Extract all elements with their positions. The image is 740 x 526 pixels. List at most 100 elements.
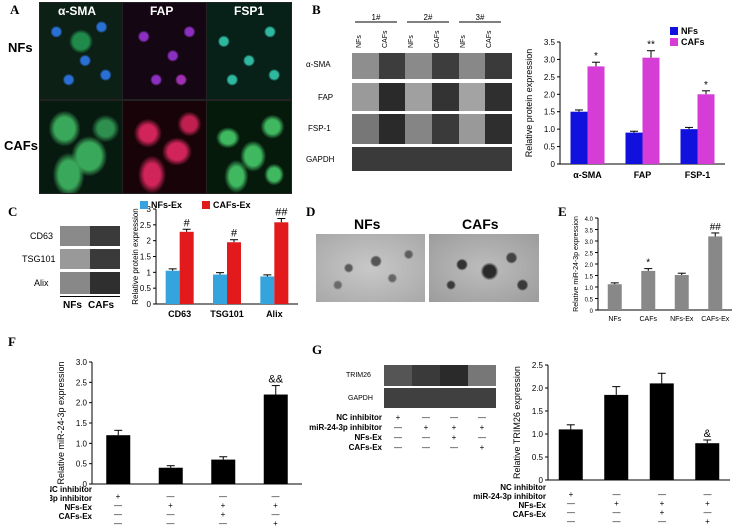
chart-b: 0 0.5 1.0 1.5 2.0 2.5 3.0 3.5 Relative protein e… [524, 26, 725, 180]
category-label: CAFs [640, 316, 658, 323]
condition-mark: — [567, 517, 575, 526]
blot-condition-label: NC inhibitor [336, 413, 382, 422]
category-label: α-SMA [573, 170, 602, 180]
y-tick-label: 2.0 [585, 263, 594, 269]
bar-value-3 [263, 394, 288, 484]
y-tick-label: 3.0 [585, 240, 594, 246]
y-axis-label: Relative protein expression [524, 49, 534, 158]
blot-g-gapdh [384, 388, 496, 408]
band-label-gapdh-g: GAPDH [348, 395, 373, 402]
condition-mark: — [567, 508, 575, 517]
significance-mark: ## [710, 222, 722, 233]
significance-mark: * [646, 258, 650, 269]
condition-mark: — [567, 499, 575, 508]
y-tick-label: 1.0 [544, 125, 556, 134]
y-tick-label: 2.0 [544, 90, 556, 99]
legend-swatch [670, 27, 678, 35]
y-axis-label: Relative miR-24-3p expression [56, 361, 66, 484]
significance-mark: ** [647, 40, 655, 51]
lane-label-b-2: NFs [408, 35, 415, 48]
bar-CAFs-Ex-0 [179, 231, 194, 304]
bar-NFs-1 [625, 132, 643, 164]
lane-label-b-4: NFs [460, 35, 467, 48]
band-label-gapdh: GAPDH [306, 155, 335, 164]
condition-mark: + [705, 517, 710, 526]
col-label-asma: α-SMA [58, 4, 97, 18]
group-3-label: 3# [476, 13, 485, 22]
blot-condition-mark: — [450, 413, 458, 422]
condition-mark: + [273, 519, 278, 526]
condition-mark: + [221, 510, 226, 519]
condition-label: miR-24-3p inhibitor [473, 492, 546, 501]
y-tick-label: 1.5 [76, 419, 88, 428]
lane-label-b-3: CAFs [434, 30, 441, 48]
bar-value-2 [649, 383, 674, 480]
micrograph-fsp1-nfs: FSP1 [206, 2, 292, 100]
significance-mark: # [231, 228, 238, 240]
y-tick-label: 2.5 [585, 252, 594, 258]
y-tick-label: 3 [147, 205, 152, 214]
y-tick-label: 2.5 [544, 73, 556, 82]
y-tick-label: 2.5 [76, 378, 88, 387]
band-label-fap: FAP [318, 93, 334, 102]
bar-CAFs-Ex-2 [274, 222, 289, 304]
chart-g: 0 0.5 1.0 1.5 2.0 2.5 Relative TRIM26 expressi… [473, 361, 730, 526]
blot-condition-mark: — [450, 443, 458, 452]
bar-NFs-Ex-2 [260, 276, 275, 304]
y-tick-label: 1.5 [140, 253, 152, 262]
blot-condition-mark: — [422, 443, 430, 452]
y-tick-label: 0 [551, 160, 556, 169]
band-label-trim26: TRIM26 [346, 372, 371, 379]
panel-a-row-cafs: CAFs [4, 138, 38, 153]
condition-mark: — [114, 501, 122, 510]
em-image-cafs [429, 234, 539, 302]
category-label: TSG101 [210, 309, 244, 319]
condition-mark: — [658, 490, 666, 499]
y-tick-label: 0 [539, 476, 544, 485]
y-tick-label: 0.5 [140, 284, 152, 293]
condition-label: NC inhibitor [500, 483, 546, 492]
bar-value-2 [674, 275, 689, 310]
legend-label: NFs [681, 26, 698, 36]
lane-label-c-nfs: NFs [63, 300, 82, 311]
condition-mark: + [116, 492, 121, 501]
y-tick-label: 2.5 [532, 361, 544, 370]
condition-mark: — [272, 510, 280, 519]
band-label-cd63: CD63 [30, 231, 54, 241]
panel-c-label: C [8, 204, 18, 219]
legend-label: NFs-Ex [151, 200, 182, 210]
band-label-asma: α-SMA [306, 60, 331, 69]
y-tick-label: 1.0 [585, 286, 594, 292]
significance-mark: && [268, 374, 283, 386]
bar-value-1 [604, 394, 629, 480]
micrograph-fap-nfs: FAP [122, 2, 207, 100]
blot-condition-mark: + [452, 423, 457, 432]
blot-b-gapdh [352, 147, 512, 171]
y-tick-label: 1.0 [76, 439, 88, 448]
legend-label: CAFs [681, 37, 705, 47]
y-tick-label: 0.5 [544, 143, 556, 152]
panel-d-label: D [306, 204, 316, 219]
condition-mark: — [219, 519, 227, 526]
blot-condition-label: NFs-Ex [354, 433, 382, 442]
condition-mark: — [613, 490, 621, 499]
legend-label: CAFs-Ex [213, 200, 251, 210]
bar-NFs-2 [680, 129, 698, 164]
y-tick-label: 4.0 [585, 217, 594, 223]
significance-mark: ## [275, 207, 288, 219]
blot-c-alix [60, 272, 120, 294]
y-tick-label: 2.0 [76, 399, 88, 408]
panel-f-label: F [8, 334, 16, 349]
band-label-alix: Alix [34, 278, 49, 288]
category-label: FAP [634, 170, 652, 180]
panel-b-label: B [312, 2, 321, 17]
y-axis-label: Relative protein expression [131, 208, 140, 305]
condition-mark: + [660, 508, 665, 517]
category-label: Alix [266, 309, 283, 319]
condition-mark: — [272, 492, 280, 501]
category-label: NFs-Ex [670, 316, 694, 323]
col-label-fap: FAP [150, 4, 174, 18]
lane-label-b-0: NFs [356, 35, 363, 48]
y-tick-label: 1.0 [532, 430, 544, 439]
condition-mark: + [705, 499, 710, 508]
